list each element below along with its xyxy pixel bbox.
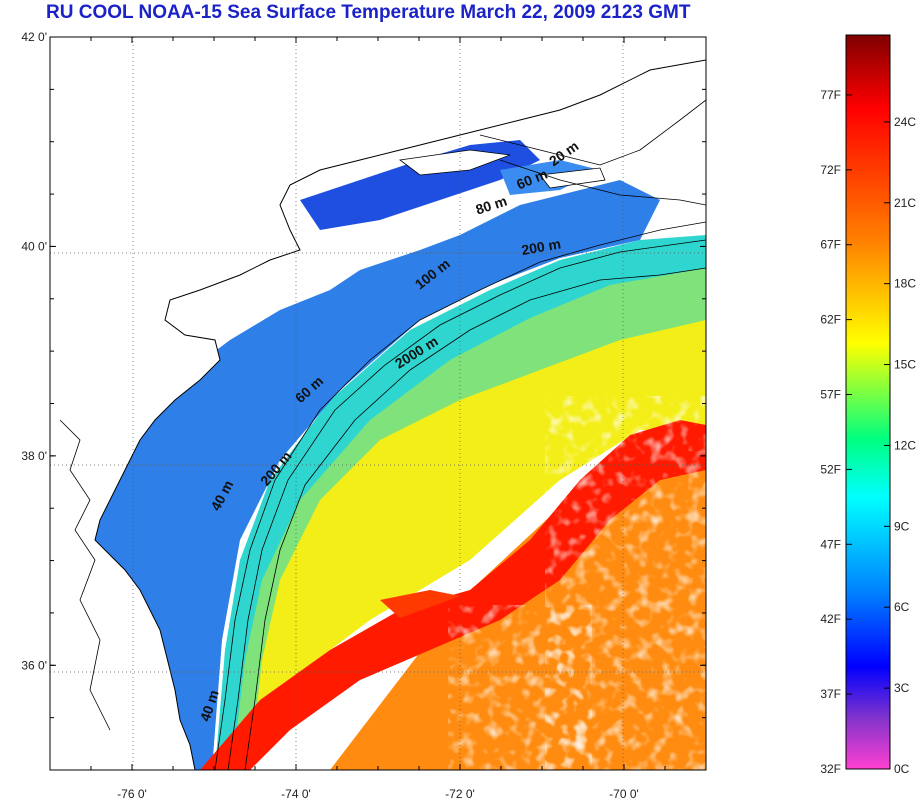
longitude-axis: -76 0' -74 0' -72 0' -70 0' [90, 37, 666, 800]
colorbar-f-label: 32F [820, 762, 841, 776]
colorbar-scale [845, 34, 891, 770]
lon-tick-label: -70 0' [609, 787, 639, 800]
colorbar-c-label: 0C [894, 762, 910, 776]
sst-shelf-water [50, 180, 660, 770]
colorbar-f-label: 62F [820, 313, 841, 327]
colorbar-c-label: 12C [894, 438, 916, 452]
sst-slope-water [235, 310, 706, 770]
coastline [94, 59, 706, 770]
isobath-label: 200 m [520, 235, 562, 258]
sst-transition [230, 265, 706, 770]
colorbar: 77F 72F 67F 62F 57F 52F 47F 42F 37F 32F 24C 21C 18C… [820, 34, 916, 776]
colorbar-f-label: 37F [820, 687, 841, 701]
colorbar-f-label: 47F [820, 537, 841, 551]
colorbar-f-label: 67F [820, 238, 841, 252]
lat-tick-label: 40 0' [21, 239, 47, 253]
colorbar-c-label: 24C [894, 115, 916, 129]
colorbar-c-label: 9C [894, 519, 910, 533]
colorbar-f-label: 57F [820, 388, 841, 402]
lon-tick-label: -76 0' [117, 787, 147, 800]
colorbar-f-label: 52F [820, 462, 841, 476]
lat-tick-label: 42 0' [21, 30, 47, 44]
colorbar-c-label: 21C [894, 196, 916, 210]
colorbar-fahrenheit-labels: 77F 72F 67F 62F 57F 52F 47F 42F 37F 32F [820, 88, 852, 776]
land-mainland [50, 37, 706, 770]
colorbar-celsius-labels: 24C 21C 18C 15C 12C 9C 6C 3C 0C [884, 115, 916, 776]
colorbar-c-label: 15C [894, 358, 916, 372]
colorbar-c-label: 3C [894, 681, 910, 695]
lat-tick-label: 36 0' [21, 658, 47, 672]
colorbar-f-label: 77F [820, 88, 841, 102]
cloud-mask [460, 430, 706, 770]
colorbar-f-label: 42F [820, 612, 841, 626]
map-title: RU COOL NOAA-15 Sea Surface Temperature … [46, 2, 691, 23]
colorbar-f-label: 72F [820, 163, 841, 177]
colorbar-c-label: 6C [894, 600, 910, 614]
lon-tick-label: -72 0' [445, 787, 475, 800]
latitude-axis: 42 0' 40 0' 38 0' 36 0' [21, 30, 706, 719]
lat-tick-label: 38 0' [21, 449, 47, 463]
graticule [50, 37, 706, 770]
isobath-lines [214, 99, 706, 770]
lon-tick-label: -74 0' [281, 787, 311, 800]
colorbar-c-label: 18C [894, 277, 916, 291]
